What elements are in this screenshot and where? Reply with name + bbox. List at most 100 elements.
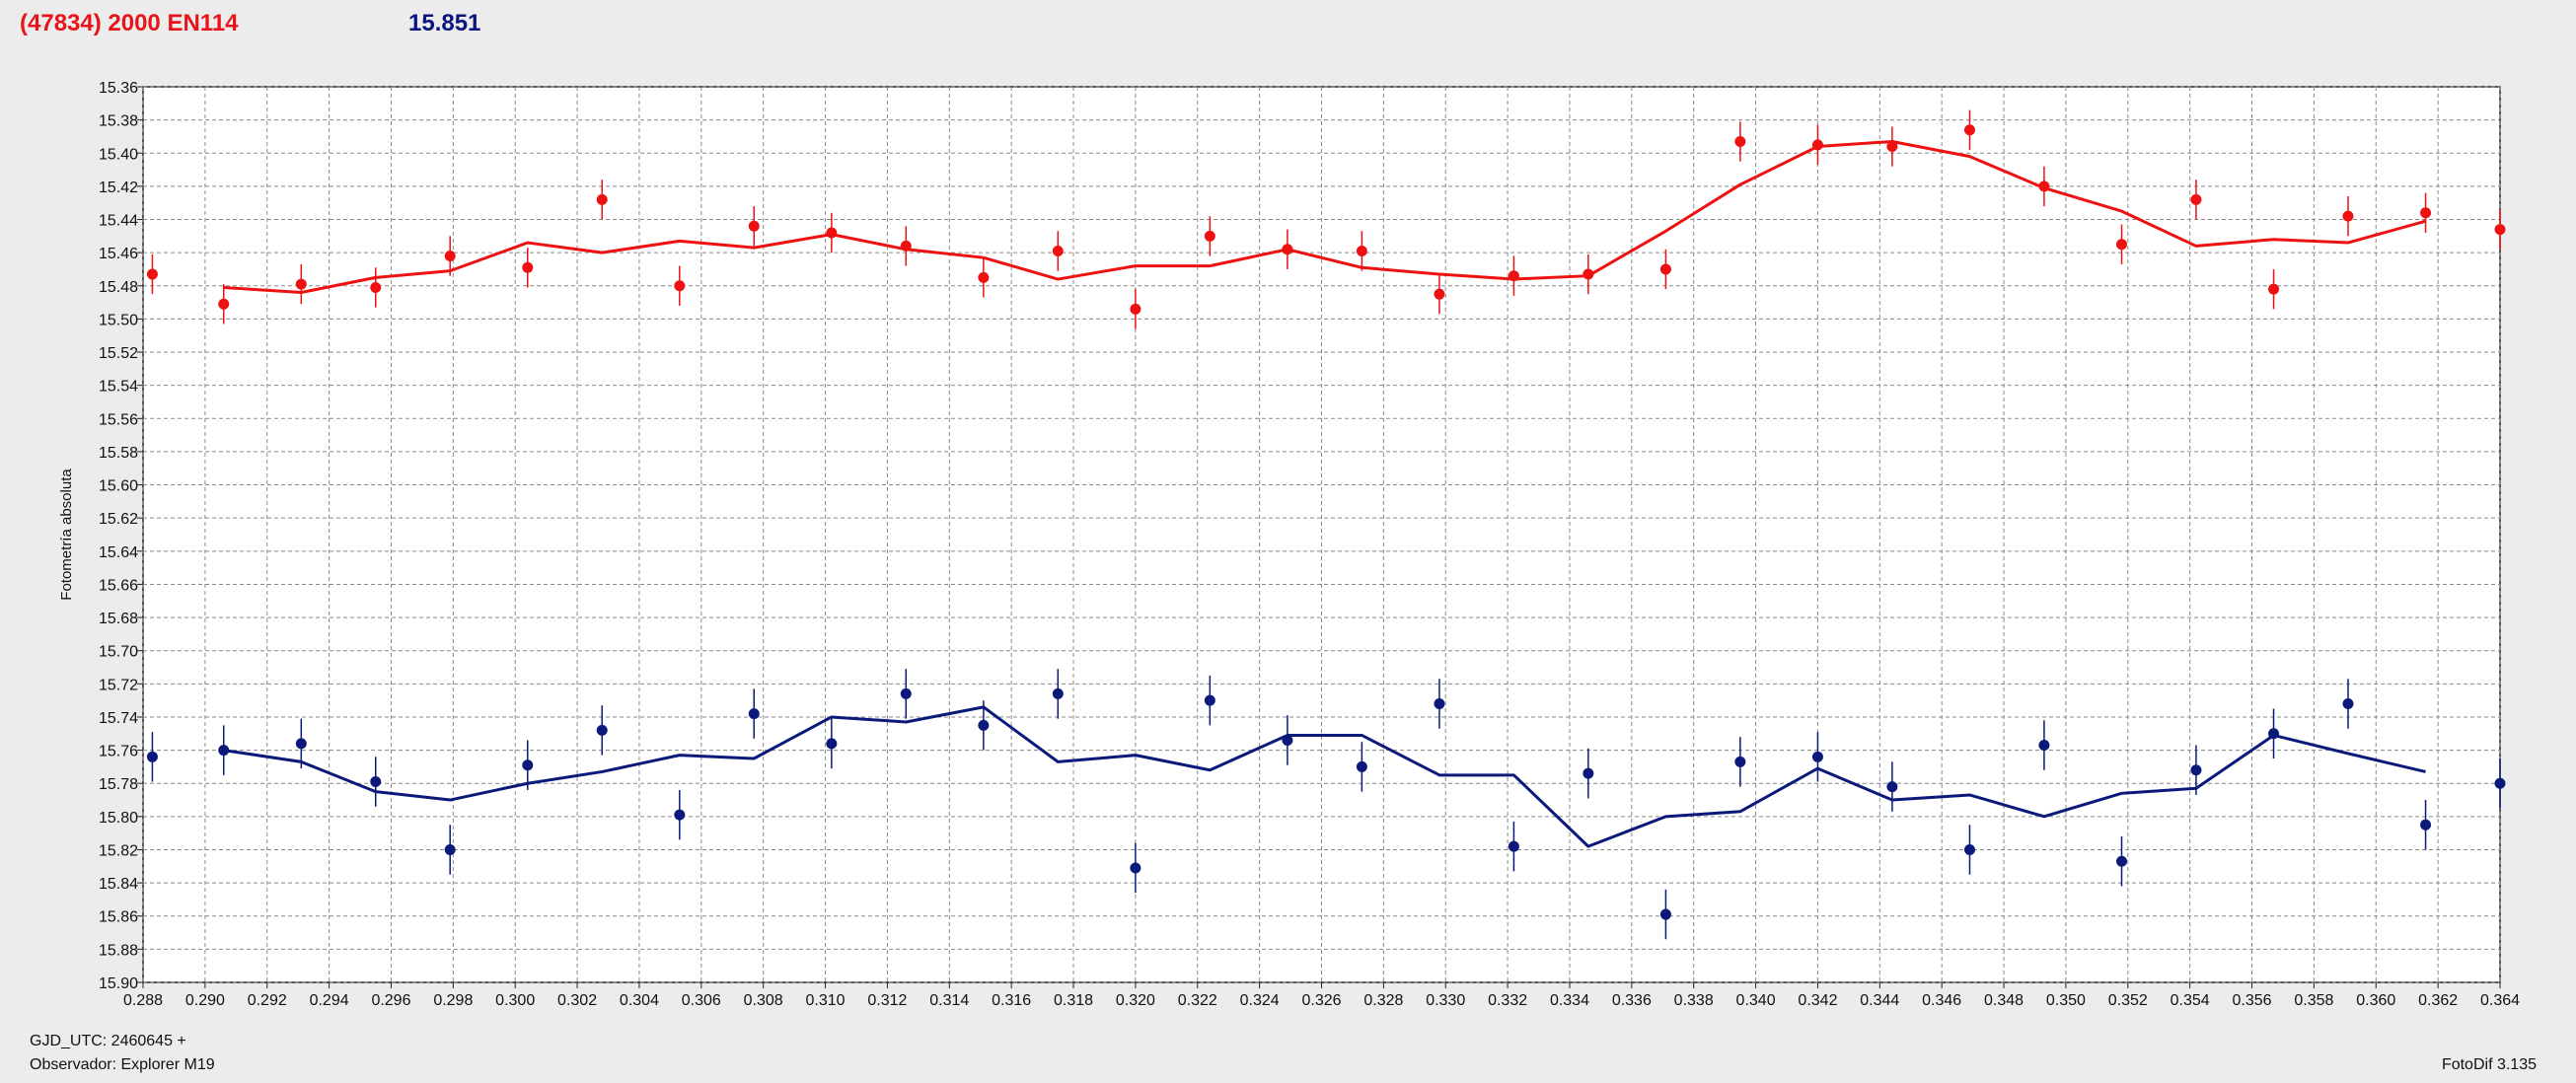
y-tick-label: 15.42 [99,180,138,196]
x-tick-label: 0.290 [185,992,225,1009]
y-tick-label: 15.38 [99,113,138,130]
x-tick-label: 0.304 [620,992,659,1009]
y-tick-label: 15.64 [99,544,138,561]
data-point [146,751,158,762]
x-tick-label: 0.310 [806,992,846,1009]
data-point [1582,767,1594,779]
y-tick-label: 15.36 [99,80,138,97]
x-tick-label: 0.364 [2480,992,2520,1009]
x-tick-label: 0.302 [557,992,597,1009]
data-point [2494,777,2506,789]
gjd-label: GJD_UTC: 2460645 + [30,1033,186,1049]
data-point [1963,843,1975,855]
data-point [1282,735,1293,747]
data-point [1130,303,1141,315]
software-version: FotoDif 3.135 [2441,1056,2537,1073]
y-tick-label: 15.72 [99,677,138,693]
data-point [1356,245,1367,256]
data-point [2190,193,2202,205]
y-tick-label: 15.40 [99,146,138,163]
data-point [978,271,990,283]
data-point [2116,239,2128,251]
data-point [1434,698,1445,710]
data-point [1434,288,1445,300]
y-tick-label: 15.44 [99,213,138,230]
data-point [1052,687,1064,699]
data-point [1130,862,1141,874]
x-tick-label: 0.332 [1488,992,1527,1009]
y-tick-label: 15.66 [99,577,138,594]
data-point [826,738,838,750]
data-point [1811,751,1823,762]
y-tick-label: 15.52 [99,345,138,362]
data-point [295,738,307,750]
y-tick-label: 15.84 [99,876,138,893]
y-tick-label: 15.62 [99,511,138,528]
data-point [2268,728,2280,740]
y-tick-label: 15.78 [99,776,138,793]
data-point [2038,740,2050,752]
data-point [218,298,230,310]
data-point [1963,124,1975,136]
data-point [444,843,456,855]
data-point [596,724,608,736]
x-tick-label: 0.300 [495,992,535,1009]
x-tick-label: 0.322 [1178,992,1217,1009]
data-point [522,759,534,771]
blue-series [146,669,2506,940]
data-point [2494,224,2506,236]
data-point [1356,760,1367,772]
magnitude-value: 15.851 [408,10,481,36]
x-tick-label: 0.296 [371,992,410,1009]
series-line [223,705,2426,848]
data-point [295,278,307,290]
y-tick-label: 15.60 [99,478,138,495]
y-tick-label: 15.50 [99,312,138,328]
data-point [522,261,534,273]
series-layer [146,109,2506,940]
x-tick-label: 0.298 [433,992,473,1009]
x-tick-label: 0.318 [1054,992,1093,1009]
y-tick-label: 15.90 [99,975,138,992]
data-point [370,281,382,293]
data-point [2038,180,2050,192]
y-tick-label: 15.48 [99,279,138,296]
x-tick-label: 0.294 [310,992,349,1009]
data-point [2342,698,2354,710]
data-point [1734,135,1746,147]
x-tick-label: 0.354 [2171,992,2210,1009]
x-tick-label: 0.292 [248,992,287,1009]
x-tick-label: 0.334 [1550,992,1589,1009]
x-tick-label: 0.306 [682,992,721,1009]
data-point [1734,756,1746,767]
y-tick-label: 15.68 [99,611,138,627]
data-point [748,708,760,720]
data-point [1508,270,1519,282]
data-point [978,719,990,731]
x-tick-label: 0.312 [867,992,907,1009]
axes: 0.288 0.290 0.292 0.294 0.296 0.298 0.300 0.302… [99,80,2520,1009]
data-point [444,251,456,262]
x-tick-label: 0.326 [1301,992,1341,1009]
x-tick-label: 0.362 [2418,992,2458,1009]
x-tick-label: 0.336 [1612,992,1652,1009]
data-point [2190,764,2202,776]
data-point [1811,139,1823,151]
data-point [370,776,382,788]
data-point [1659,908,1671,920]
x-tick-label: 0.346 [1922,992,1961,1009]
x-tick-label: 0.360 [2356,992,2395,1009]
x-tick-label: 0.344 [1860,992,1899,1009]
data-point [1659,263,1671,275]
data-point [1886,141,1898,153]
y-tick-label: 15.56 [99,411,138,428]
y-tick-label: 15.70 [99,644,138,661]
x-tick-label: 0.340 [1736,992,1776,1009]
x-tick-label: 0.316 [992,992,1031,1009]
data-point [674,809,686,821]
y-tick-label: 15.46 [99,246,138,262]
x-tick-label: 0.320 [1116,992,1155,1009]
data-point [596,193,608,205]
x-tick-label: 0.330 [1426,992,1465,1009]
data-point [1508,840,1519,852]
